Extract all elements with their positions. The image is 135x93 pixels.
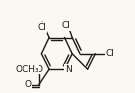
Text: Cl: Cl — [105, 49, 114, 58]
Text: O: O — [24, 80, 31, 89]
Text: Cl: Cl — [38, 23, 47, 32]
Text: OCH₃: OCH₃ — [15, 65, 39, 74]
Text: O: O — [35, 65, 42, 74]
Text: Cl: Cl — [62, 21, 71, 30]
Text: N: N — [65, 65, 72, 74]
